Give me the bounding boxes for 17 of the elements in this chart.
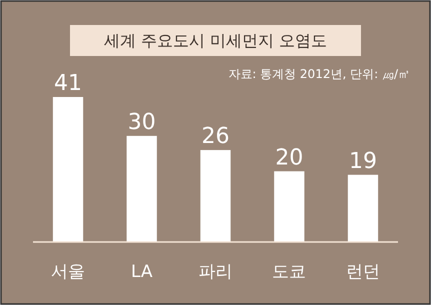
bar bbox=[52, 97, 84, 242]
bar bbox=[200, 150, 231, 242]
x-tick-label: 도쿄 bbox=[272, 262, 306, 282]
data-label: 26 bbox=[202, 124, 230, 150]
bar bbox=[274, 171, 304, 242]
x-tick-label: 파리 bbox=[198, 262, 232, 282]
chart-title: 세계 주요도시 미세먼지 오염도 bbox=[104, 31, 328, 50]
chart-subtitle: 자료: 통계청 2012년, 단위: ㎍/㎥ bbox=[228, 67, 410, 81]
bar bbox=[348, 174, 378, 242]
data-label: 20 bbox=[275, 145, 304, 170]
x-tick-label: LA bbox=[131, 262, 153, 282]
data-label: 30 bbox=[128, 110, 156, 135]
bar bbox=[126, 136, 157, 242]
data-label: 19 bbox=[348, 148, 377, 174]
data-label: 41 bbox=[54, 71, 82, 96]
x-tick-label: 런던 bbox=[346, 262, 380, 282]
x-tick-label: 서울 bbox=[51, 262, 86, 282]
